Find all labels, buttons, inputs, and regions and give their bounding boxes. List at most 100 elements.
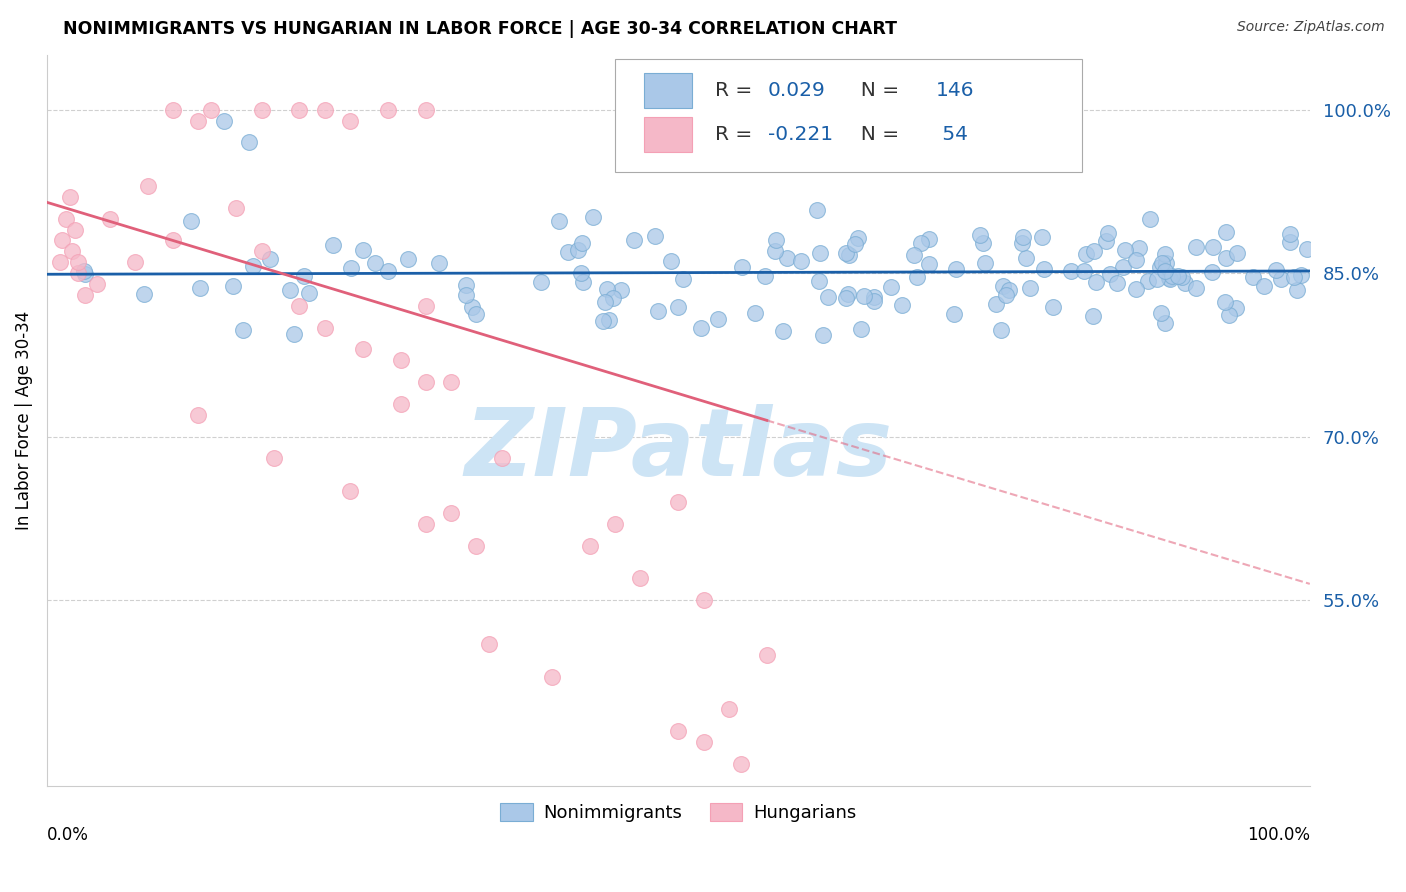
Point — [250, 103, 273, 117]
Point — [259, 252, 281, 266]
Point — [1215, 252, 1237, 266]
Point — [579, 539, 602, 553]
Point — [339, 484, 361, 499]
Point — [668, 301, 690, 315]
Point — [835, 291, 858, 305]
Point — [415, 299, 437, 313]
Point — [478, 637, 501, 651]
Point — [541, 669, 564, 683]
Point — [1097, 226, 1119, 240]
Point — [389, 397, 412, 411]
Bar — [644, 117, 692, 153]
Point — [67, 266, 90, 280]
Point — [60, 244, 83, 259]
Bar — [644, 72, 692, 108]
Point — [598, 313, 620, 327]
Point — [225, 201, 247, 215]
Point — [1107, 276, 1129, 290]
Point — [454, 288, 477, 302]
Point — [844, 237, 866, 252]
Point — [755, 648, 778, 662]
Point — [692, 593, 714, 607]
Point — [339, 260, 361, 275]
Point — [943, 307, 966, 321]
Point — [1167, 268, 1189, 283]
Point — [389, 353, 412, 368]
Point — [692, 735, 714, 749]
Text: -0.221: -0.221 — [768, 125, 834, 145]
Point — [666, 724, 689, 739]
Point — [605, 516, 627, 531]
Point — [51, 234, 73, 248]
Point — [731, 260, 754, 274]
Point — [200, 103, 222, 117]
Point — [754, 268, 776, 283]
Point — [1083, 244, 1105, 259]
Point — [910, 236, 932, 251]
Point — [124, 255, 146, 269]
Point — [1265, 262, 1288, 277]
Point — [990, 323, 1012, 337]
Point — [1073, 264, 1095, 278]
Point — [547, 214, 569, 228]
Point — [339, 113, 361, 128]
Point — [465, 308, 488, 322]
Point — [984, 297, 1007, 311]
Text: 146: 146 — [936, 80, 974, 100]
Point — [772, 324, 794, 338]
Point — [776, 252, 799, 266]
Point — [630, 571, 652, 585]
Point — [567, 244, 589, 258]
Point — [288, 103, 311, 117]
Point — [415, 516, 437, 531]
Point — [1019, 281, 1042, 295]
Point — [672, 272, 695, 286]
Point — [610, 283, 633, 297]
Point — [238, 136, 260, 150]
Point — [314, 320, 336, 334]
Text: R =: R = — [716, 125, 759, 145]
Point — [1270, 271, 1292, 285]
Point — [905, 269, 928, 284]
Point — [222, 279, 245, 293]
Point — [1279, 235, 1302, 249]
FancyBboxPatch shape — [616, 59, 1083, 172]
Point — [644, 229, 666, 244]
Legend: Nonimmigrants, Hungarians: Nonimmigrants, Hungarians — [494, 796, 863, 829]
Point — [283, 326, 305, 341]
Point — [352, 243, 374, 257]
Text: ZIPatlas: ZIPatlas — [464, 403, 893, 496]
Point — [880, 280, 903, 294]
Point — [903, 248, 925, 262]
Point — [569, 266, 592, 280]
Point — [1125, 252, 1147, 267]
Point — [945, 261, 967, 276]
Point — [969, 228, 991, 243]
Point — [863, 294, 886, 309]
Point — [98, 211, 121, 226]
Point — [427, 256, 450, 270]
Point — [1226, 245, 1249, 260]
Point — [849, 322, 872, 336]
Point — [187, 408, 209, 422]
Point — [1215, 295, 1237, 310]
Point — [647, 304, 669, 318]
Point — [1225, 301, 1247, 315]
Point — [63, 222, 86, 236]
Point — [790, 254, 813, 268]
Point — [162, 234, 184, 248]
Point — [582, 210, 605, 224]
Point — [835, 246, 858, 260]
Point — [1161, 268, 1184, 283]
Point — [136, 178, 159, 193]
Point — [1146, 272, 1168, 286]
Point — [1150, 256, 1173, 270]
Point — [1185, 281, 1208, 295]
Point — [972, 235, 994, 250]
Point — [730, 756, 752, 771]
Point — [73, 264, 96, 278]
Point — [440, 375, 463, 389]
Point — [717, 702, 740, 716]
Point — [1174, 276, 1197, 290]
Point — [998, 284, 1021, 298]
